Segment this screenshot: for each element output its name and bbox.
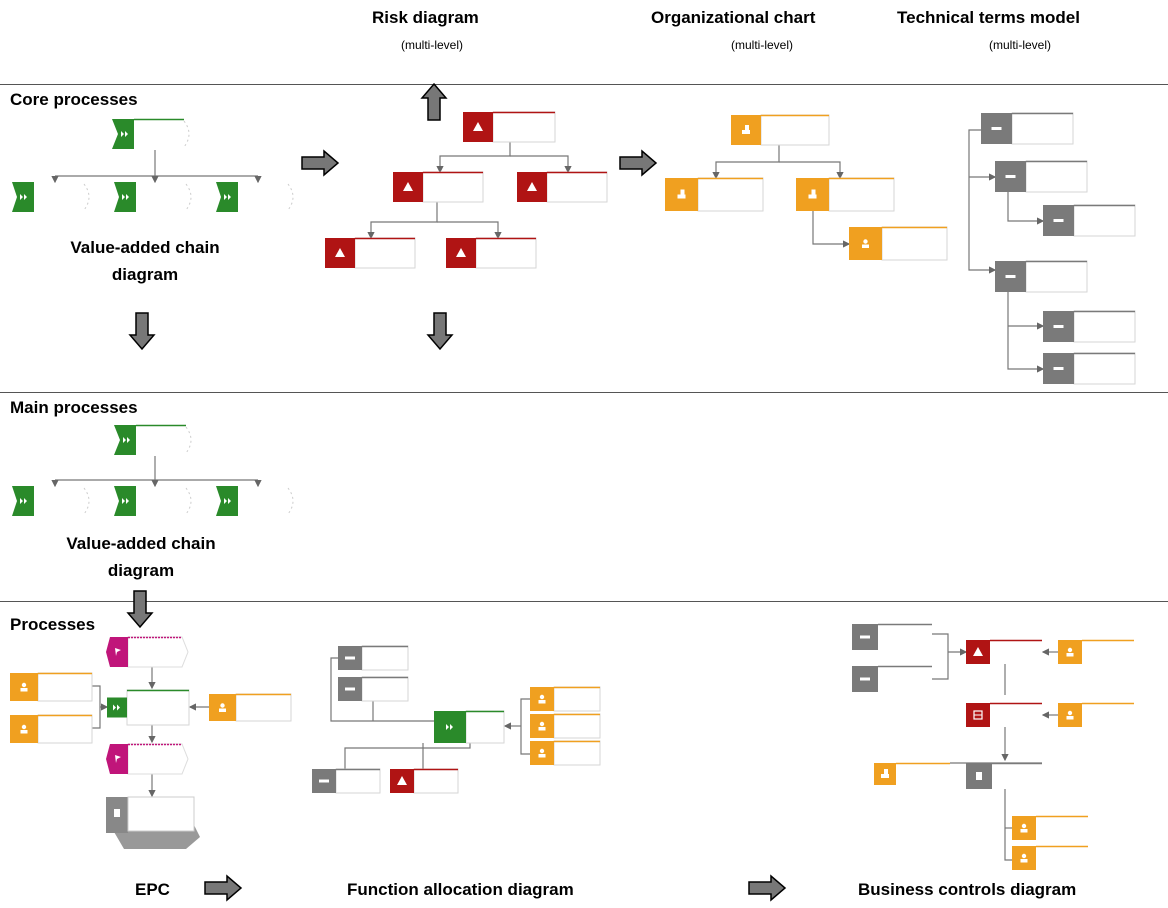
section-core-processes: Core processes [10,90,138,109]
vac-main-top [114,424,192,455]
bcd-app-system [966,762,1042,789]
org-chart-title: Organizational chart [651,8,816,27]
term-node-b [995,260,1088,293]
vac-caption-2a: Value-added chain [66,534,216,553]
technical-terms-subtitle: (multi-level) [988,38,1051,52]
arrow-epc-to-fad [204,874,243,902]
epc-process-interface [106,796,200,849]
vac-caption-1a: Value-added chain [70,238,220,257]
bcd-org-3 [1012,815,1088,840]
fad-caption: Function allocation diagram [347,880,574,899]
org-node-left [665,177,764,212]
epc-org-2 [10,714,93,744]
term-node-b2 [1043,352,1136,385]
bcd-control [966,702,1042,727]
org-node-right [796,177,895,212]
fad-term-3 [312,768,381,794]
bcd-risk [966,639,1042,664]
term-node-b1 [1043,310,1136,343]
bcd-caption: Business controls diagram [858,880,1077,899]
separator-bottom [0,601,1168,602]
bcd-org-2 [1058,702,1134,727]
vac-caption-1b: diagram [111,265,179,284]
arrow-risk-up [420,82,448,121]
section-main-processes: Main processes [10,398,138,417]
separator-middle [0,392,1168,393]
fad-org-1 [530,686,601,712]
org-node-person [849,226,948,261]
vac-core-top [112,118,190,149]
bcd-org-unit [874,762,950,785]
arrow-risk-down [426,312,454,351]
org-chart-subtitle: (multi-level) [730,38,793,52]
fad-term-2 [338,676,409,702]
org-node-top [731,114,830,146]
arrow-main-to-processes [126,590,154,629]
separator-top [0,84,1168,85]
fad-org-2 [530,713,601,739]
epc-function [107,689,190,726]
fad-org-3 [530,740,601,766]
section-processes: Processes [10,615,96,634]
vac-caption-2b: diagram [107,561,175,580]
epc-caption: EPC [135,880,170,899]
vac-main-1 [12,486,90,516]
epc-event-start [106,636,189,668]
risk-node-l2-right [446,237,537,269]
vac-core-1 [12,182,90,212]
bcd-org-4 [1012,845,1088,870]
term-node-a [995,160,1088,193]
vac-main-3 [216,486,294,516]
risk-node-l2-left [325,237,416,269]
term-node-root [981,112,1074,145]
risk-diagram-subtitle: (multi-level) [400,38,463,52]
risk-node-l1-right [517,171,608,203]
fad-function [434,710,505,744]
vac-core-2 [114,182,192,212]
vac-core-3 [216,182,294,212]
vac-main-2 [114,486,192,516]
arrow-core-to-main [128,312,156,351]
fad-risk [390,768,459,794]
bcd-term-2 [852,665,932,692]
bcd-org-1 [1058,639,1134,664]
term-node-a1 [1043,204,1136,237]
risk-node-l1-left [393,171,484,203]
epc-org-3 [209,693,292,722]
technical-terms-title: Technical terms model [897,8,1080,27]
bcd-term-1 [852,623,932,650]
fad-term-1 [338,645,409,671]
arrow-vac-to-risk [301,149,340,177]
arrow-fad-to-bcd [748,874,787,902]
arrow-risk-to-org [619,149,658,177]
risk-node-top [463,111,556,143]
risk-diagram-title: Risk diagram [372,8,479,27]
epc-org-1 [10,672,93,702]
epc-event-end [106,743,189,775]
